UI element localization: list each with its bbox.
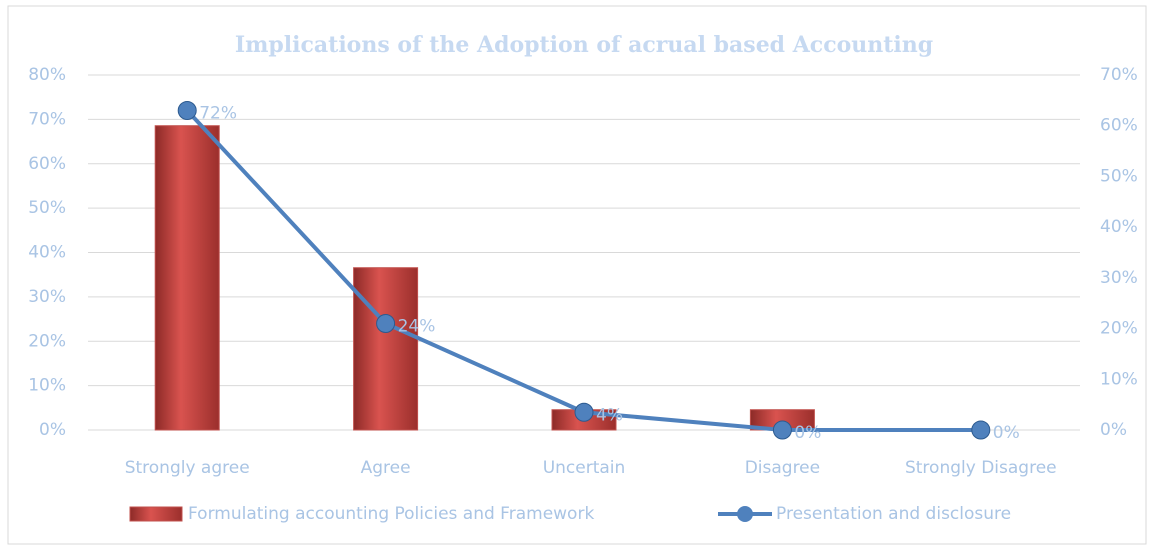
y-tick-label: 80% (28, 65, 66, 85)
data-label: 0% (794, 423, 821, 443)
y-tick-label: 60% (28, 154, 66, 174)
y-tick-label: 20% (28, 331, 66, 351)
data-label: 72% (199, 104, 237, 124)
legend-label: Formulating accounting Policies and Fram… (188, 504, 594, 524)
y-tick-label: 10% (28, 376, 66, 396)
y-tick-label: 30% (28, 287, 66, 307)
line-marker (177, 101, 197, 120)
x-tick-label: Disagree (745, 458, 820, 478)
y2-tick-label: 10% (1100, 369, 1138, 389)
y2-tick-label: 40% (1100, 217, 1138, 237)
y2-tick-label: 0% (1100, 420, 1127, 440)
y2-tick-label: 70% (1100, 65, 1138, 85)
x-tick-label: Agree (361, 458, 411, 478)
x-tick-label: Strongly Disagree (905, 458, 1057, 478)
y2-tick-label: 50% (1100, 166, 1138, 186)
y-tick-label: 40% (28, 243, 66, 263)
legend-label: Presentation and disclosure (776, 504, 1011, 524)
chart-title: Implications of the Adoption of acrual b… (235, 32, 933, 58)
line-marker (376, 314, 396, 333)
bar (154, 125, 220, 431)
y-tick-label: 70% (28, 109, 66, 129)
line-marker (971, 420, 991, 440)
y2-tick-label: 60% (1100, 116, 1138, 136)
legend-marker (737, 506, 753, 522)
legend-swatch (129, 506, 183, 522)
data-label: 24% (398, 317, 436, 337)
data-label: 0% (993, 423, 1020, 443)
line-marker (772, 420, 792, 440)
line-marker (574, 402, 594, 422)
y-tick-label: 0% (39, 420, 66, 440)
y2-tick-label: 30% (1100, 268, 1138, 288)
y-tick-label: 50% (28, 198, 66, 218)
bar (353, 267, 419, 431)
x-tick-label: Uncertain (543, 458, 626, 478)
y2-tick-label: 20% (1100, 319, 1138, 339)
x-tick-label: Strongly agree (125, 458, 250, 478)
data-label: 4% (596, 405, 623, 425)
